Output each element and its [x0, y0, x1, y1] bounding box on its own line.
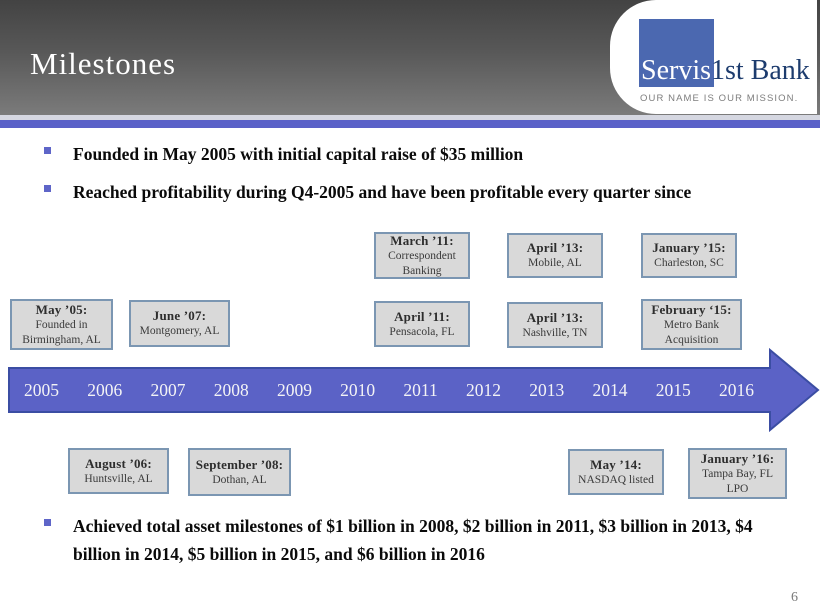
- timeline-year: 2006: [87, 379, 123, 400]
- milestone-box-february-15: February ‘15: Metro Bank Acquisition: [641, 299, 742, 350]
- milestone-box-title: June ’07:: [152, 308, 207, 324]
- milestone-box-line: Nashville, TN: [522, 326, 588, 339]
- milestone-box-may-14: May ’14: NASDAQ listed: [568, 449, 664, 495]
- bullet-text: Founded in May 2005 with initial capital…: [73, 144, 524, 164]
- milestone-box-line: Metro Bank: [663, 319, 720, 332]
- milestone-box-april-11: April ’11: Pensacola, FL: [374, 301, 470, 347]
- bullet-founded: Founded in May 2005 with initial capital…: [44, 140, 774, 168]
- timeline-years: 2005 2006 2007 2008 2009 2010 2011 2012 …: [10, 368, 768, 412]
- bullet-text: Achieved total asset milestones of $1 bi…: [73, 516, 753, 564]
- logo-tagline: OUR NAME IS OUR MISSION.: [640, 93, 799, 104]
- milestone-box-title: February ‘15:: [651, 302, 732, 317]
- milestone-box-september-08: September ’08: Dothan, AL: [188, 448, 291, 496]
- milestone-box-line: Banking: [402, 264, 442, 277]
- timeline-year: 2016: [718, 379, 754, 400]
- milestone-box-title: January ’15:: [652, 240, 726, 256]
- timeline-year: 2015: [655, 379, 691, 400]
- milestone-box-title: August ’06:: [85, 455, 152, 471]
- timeline-year: 2010: [340, 379, 376, 400]
- milestone-box-line: Montgomery, AL: [139, 325, 220, 338]
- milestone-box-title: April ’13:: [526, 309, 584, 325]
- milestone-box-title: April ’11:: [394, 308, 450, 324]
- milestone-box-line: Tampa Bay, FL: [702, 468, 773, 481]
- timeline-year: 2008: [213, 379, 249, 400]
- milestone-box-title: April ’13:: [526, 240, 584, 256]
- bank-logo-icon: [639, 19, 714, 87]
- milestone-box-line: LPO: [726, 482, 749, 495]
- header-divider-blue: [0, 120, 820, 128]
- bullet-square-icon: [44, 519, 51, 526]
- milestone-box-title: March ’11:: [390, 233, 454, 248]
- milestone-box-line: Pensacola, FL: [389, 325, 455, 338]
- logo-text-1st-bank: 1st Bank: [711, 55, 810, 86]
- timeline-year: 2012: [466, 379, 501, 400]
- timeline-year: 2005: [24, 379, 59, 400]
- milestone-box-title: September ’08:: [195, 456, 284, 472]
- milestone-box-line: Dothan, AL: [212, 473, 267, 486]
- milestone-box-line: Founded in: [35, 319, 88, 332]
- logo-text-servis: Servis: [641, 55, 711, 86]
- header-divider-light: [0, 115, 820, 120]
- page-title: Milestones: [30, 46, 177, 81]
- milestone-box-march-11: March ’11: Correspondent Banking: [374, 232, 470, 279]
- page-number: 6: [791, 590, 798, 605]
- bank-logo-name: Servis1st Bank: [641, 57, 810, 85]
- milestone-box-june-07: June ’07: Montgomery, AL: [129, 300, 230, 347]
- milestone-box-title: January ’16:: [700, 451, 775, 466]
- milestone-box-title: May ’05:: [35, 302, 88, 317]
- milestone-box-april-13-mobile: April ’13: Mobile, AL: [507, 233, 603, 278]
- timeline-year: 2007: [150, 379, 186, 400]
- milestone-box-line: Huntsville, AL: [84, 472, 153, 485]
- milestone-box-line: Acquisition: [664, 333, 719, 346]
- milestone-box-line: Mobile, AL: [528, 257, 582, 270]
- milestone-box-january-16: January ’16: Tampa Bay, FL LPO: [688, 448, 787, 499]
- milestone-box-title: May ’14:: [590, 456, 642, 472]
- timeline-year: 2011: [403, 379, 438, 400]
- timeline-year: 2009: [276, 379, 312, 400]
- bullet-asset-milestones: Achieved total asset milestones of $1 bi…: [44, 512, 774, 568]
- milestone-box-august-06: August ’06: Huntsville, AL: [68, 448, 169, 494]
- milestone-box-line: Charleston, SC: [654, 257, 724, 270]
- bullet-square-icon: [44, 185, 51, 192]
- timeline-year: 2013: [529, 379, 565, 400]
- timeline-year: 2014: [592, 379, 628, 400]
- bullet-text: Reached profitability during Q4-2005 and…: [73, 182, 692, 202]
- bullet-profitability: Reached profitability during Q4-2005 and…: [44, 178, 759, 206]
- milestone-box-april-13-nashville: April ’13: Nashville, TN: [507, 302, 603, 348]
- milestone-box-january-15: January ’15: Charleston, SC: [641, 233, 737, 278]
- milestone-box-line: NASDAQ listed: [578, 473, 654, 486]
- logo-panel: Servis1st Bank OUR NAME IS OUR MISSION.: [610, 0, 817, 114]
- bullet-square-icon: [44, 147, 51, 154]
- timeline-arrow: [8, 348, 820, 432]
- milestone-box-line: Birmingham, AL: [22, 333, 101, 346]
- milestone-box-may-05: May ’05: Founded in Birmingham, AL: [10, 299, 113, 350]
- milestone-box-line: Correspondent: [388, 250, 456, 263]
